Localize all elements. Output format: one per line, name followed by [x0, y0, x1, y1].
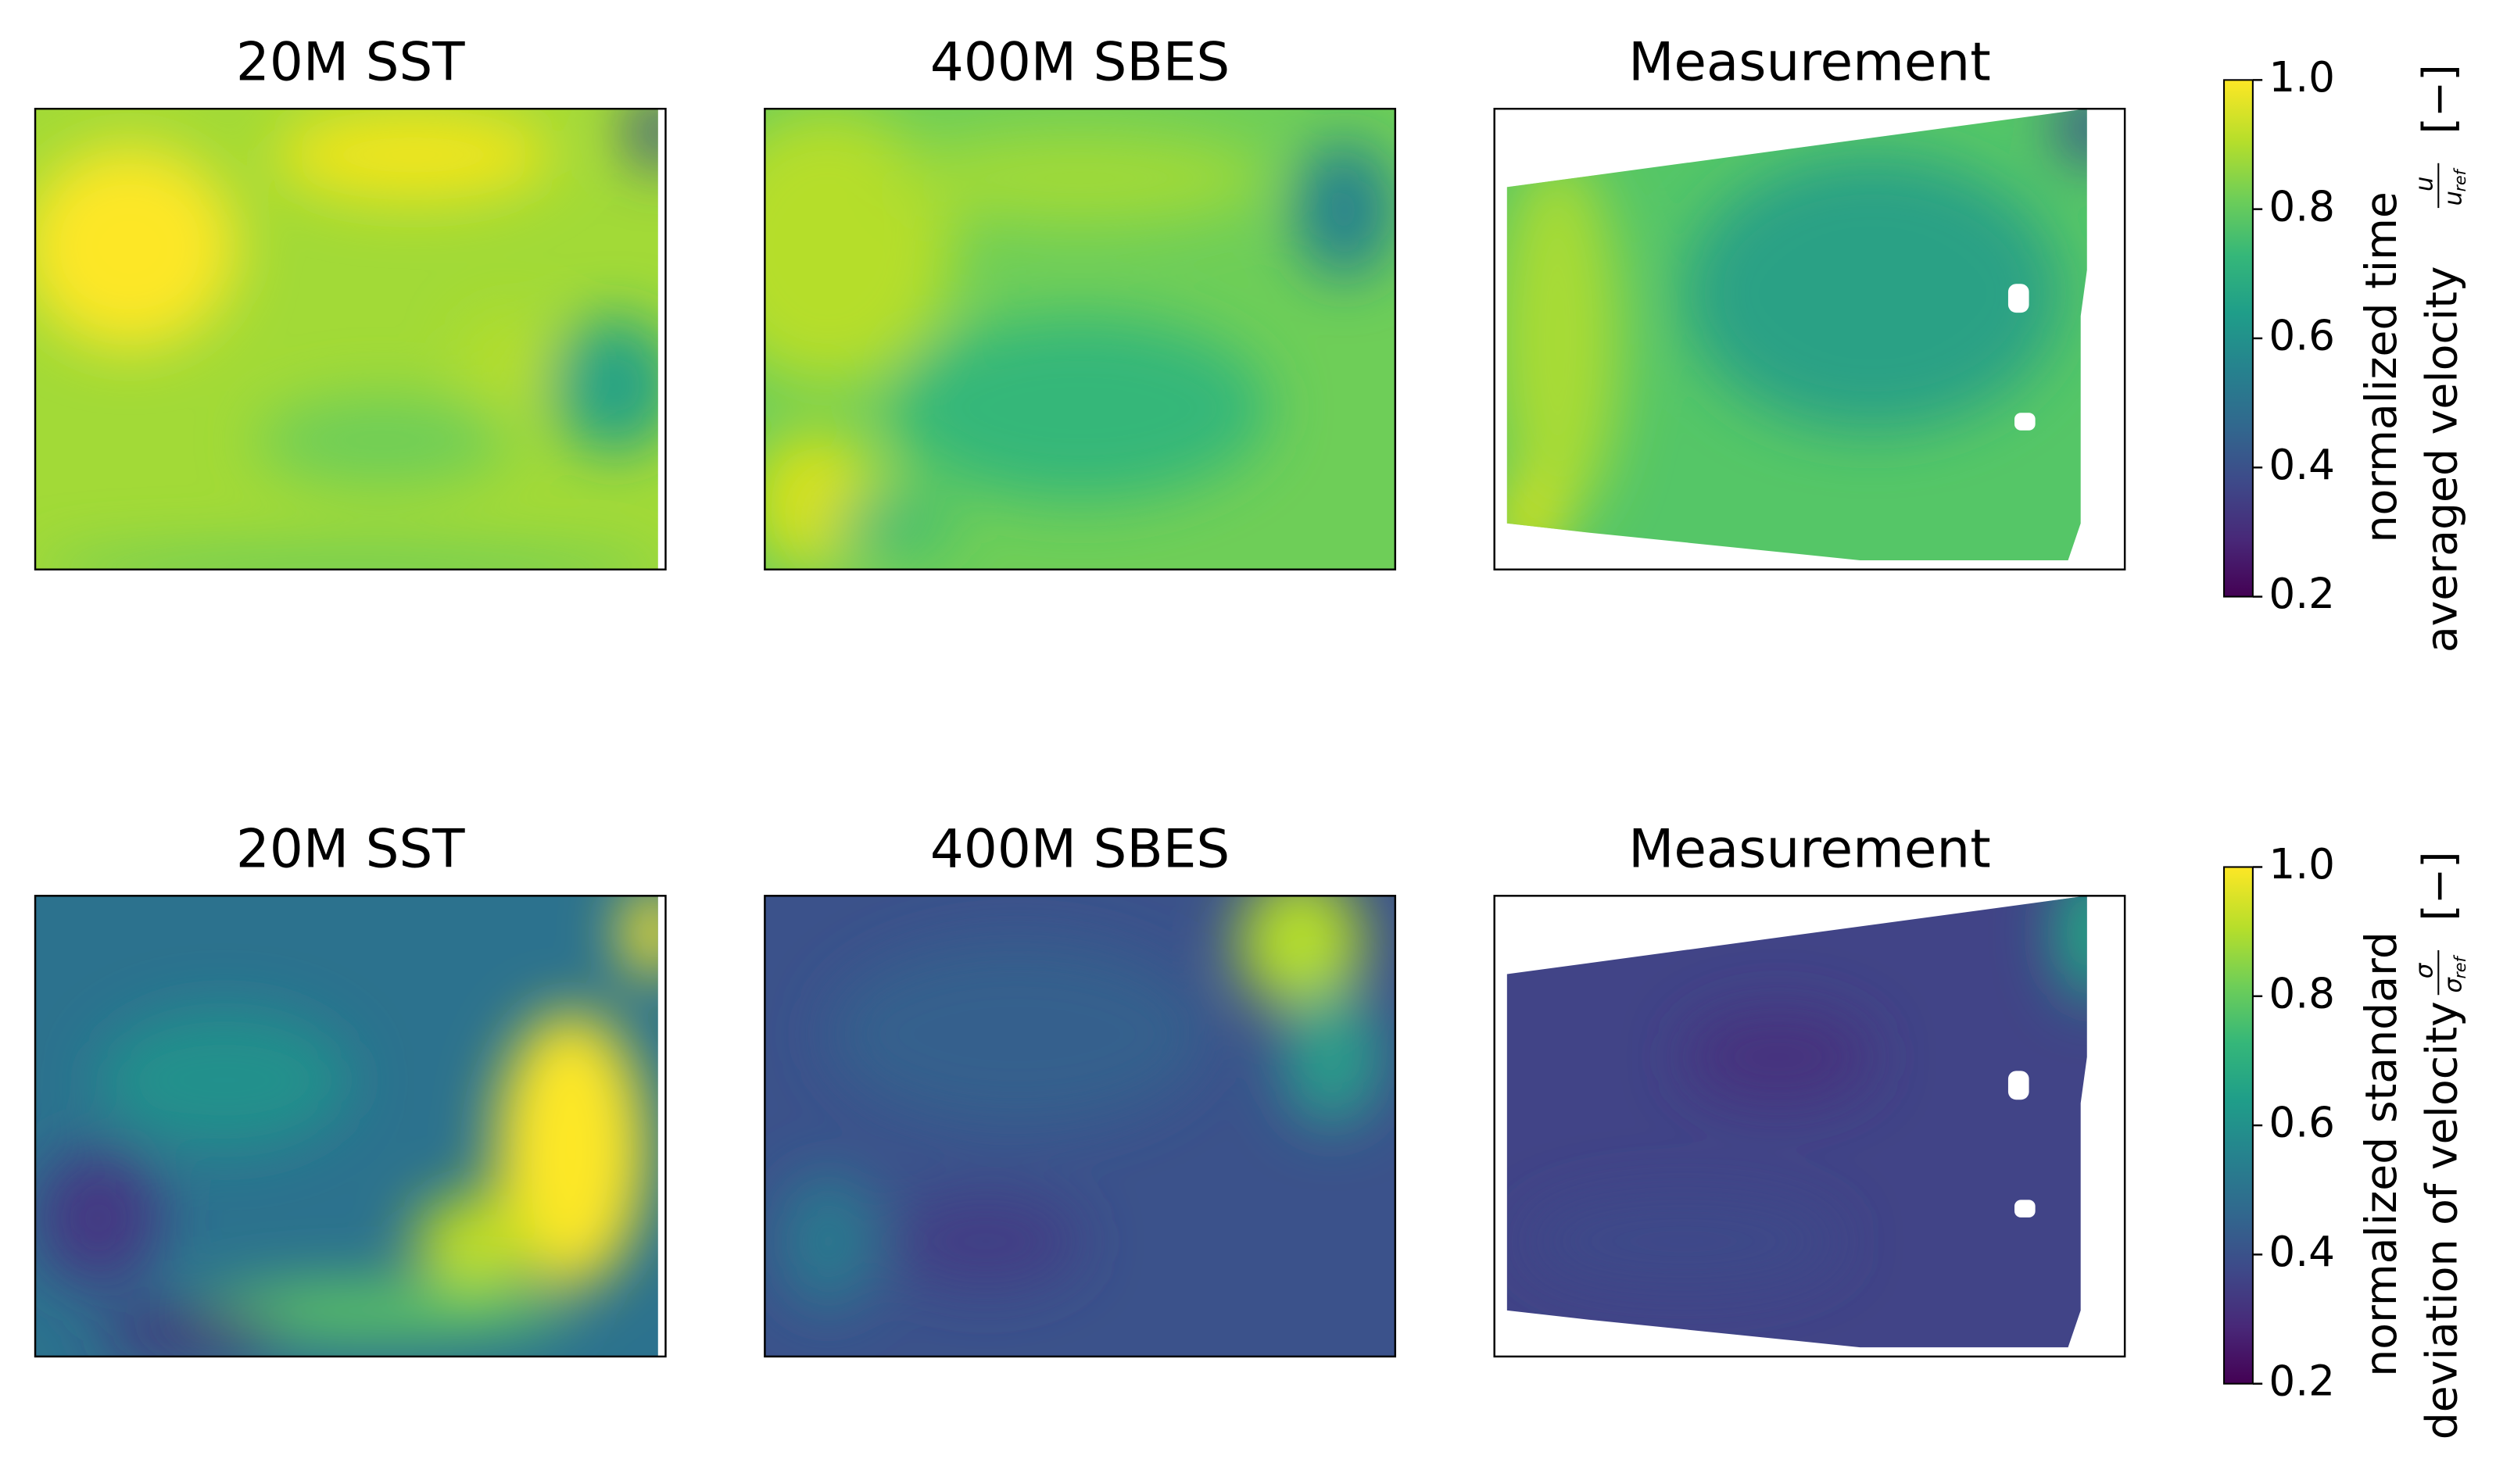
panel-frame	[34, 895, 667, 1358]
field-blob	[98, 1310, 288, 1357]
field-blob	[1526, 1195, 1842, 1288]
field-blob	[765, 431, 879, 570]
field-blob	[1683, 1010, 1873, 1103]
heatmap	[765, 896, 1395, 1357]
field-blob	[552, 316, 658, 455]
field-blob	[495, 1010, 647, 1288]
colorbar	[2223, 866, 2254, 1385]
colorbar-tick-label: 0.8	[2269, 182, 2335, 231]
field-blob	[890, 1195, 1080, 1288]
colorbar-tick-label: 0.4	[2269, 1228, 2335, 1276]
panel-frame	[764, 107, 1397, 570]
field-blobs	[777, 896, 1383, 1311]
colorbar-label-numerator: u	[2411, 177, 2438, 191]
field-blob	[35, 145, 238, 349]
field-blobs	[35, 896, 658, 1357]
field-blob	[464, 316, 553, 409]
colorbar-label: normalized time	[2357, 191, 2407, 542]
panel-frame	[1493, 895, 2126, 1358]
colorbar-label: normalized standard	[2357, 932, 2407, 1377]
colorbar-tick-label: 0.4	[2269, 441, 2335, 489]
mask-hole	[2014, 1200, 2036, 1218]
field-blob	[890, 131, 1269, 224]
colorbar-tick-label: 0.6	[2269, 1099, 2335, 1147]
panel-title: 20M SST	[236, 30, 465, 92]
field-blobs	[1506, 109, 2087, 560]
colorbar-label-denominator: u	[2440, 191, 2467, 206]
field-blob	[256, 394, 508, 487]
field-blob	[828, 500, 954, 547]
mask-hole	[2007, 284, 2029, 313]
panel-frame	[764, 895, 1397, 1358]
field	[1506, 896, 2087, 1348]
colorbar-tick-label: 0.2	[2269, 1357, 2335, 1405]
panel-title: 20M SST	[236, 818, 465, 880]
colorbar-label-numerator: σ	[2411, 962, 2438, 978]
panel-frame	[1493, 107, 2126, 570]
colorbar-label-denominator: σ	[2440, 977, 2467, 993]
field-blob	[1506, 477, 1558, 560]
field-blob	[828, 942, 1206, 1127]
field-blob	[1506, 155, 1620, 524]
colorbar-tick-label: 0.8	[2269, 969, 2335, 1017]
field-blob	[890, 316, 1269, 501]
mask-hole	[2014, 413, 2036, 431]
mask-hole	[2007, 1071, 2029, 1100]
field-blob	[1281, 988, 1383, 1127]
colorbar-tick-label: 0.6	[2269, 312, 2335, 360]
field-blob	[777, 1172, 879, 1311]
field-blob	[628, 109, 658, 169]
field-blob	[35, 1149, 162, 1288]
field-blob	[1683, 155, 2062, 431]
colorbar-tick-label: 1.0	[2269, 840, 2335, 889]
field-blob	[1294, 141, 1395, 280]
colorbar-unit: [−]	[2415, 851, 2465, 921]
heatmap	[1506, 896, 2087, 1348]
field-blob	[2055, 109, 2087, 164]
field-blob	[35, 551, 658, 570]
colorbar-label-subscript: ref	[2451, 167, 2469, 191]
heatmap	[35, 896, 658, 1357]
heatmap	[1506, 109, 2087, 560]
colorbar-label: deviation of velocity	[2418, 1001, 2468, 1439]
colorbar-label: averaged velocity	[2418, 266, 2468, 653]
heatmap	[765, 109, 1395, 570]
field-blob	[274, 109, 553, 202]
field-blob	[192, 1282, 571, 1339]
colorbar-tick-label: 1.0	[2269, 53, 2335, 102]
field-blobs	[1526, 896, 2087, 1288]
colorbar-unit: [−]	[2415, 64, 2465, 134]
field-blobs	[765, 109, 1395, 570]
field-blob	[98, 1010, 351, 1150]
field-blob	[621, 896, 658, 979]
field-blob	[1237, 896, 1364, 1011]
colorbar-tick-label: 0.2	[2269, 570, 2335, 618]
heatmap	[35, 109, 658, 570]
panel-title: 400M SBES	[930, 818, 1230, 880]
field-blob	[2055, 896, 2087, 1002]
panel-title: 400M SBES	[930, 30, 1230, 92]
colorbar	[2223, 79, 2254, 598]
field-blob	[765, 109, 954, 385]
panel-title: Measurement	[1628, 30, 1991, 92]
field-blob	[413, 1195, 540, 1288]
colorbar-label-subscript: ref	[2451, 955, 2469, 979]
panel-title: Measurement	[1628, 818, 1991, 880]
field-blobs	[35, 109, 658, 570]
panel-frame	[34, 107, 667, 570]
